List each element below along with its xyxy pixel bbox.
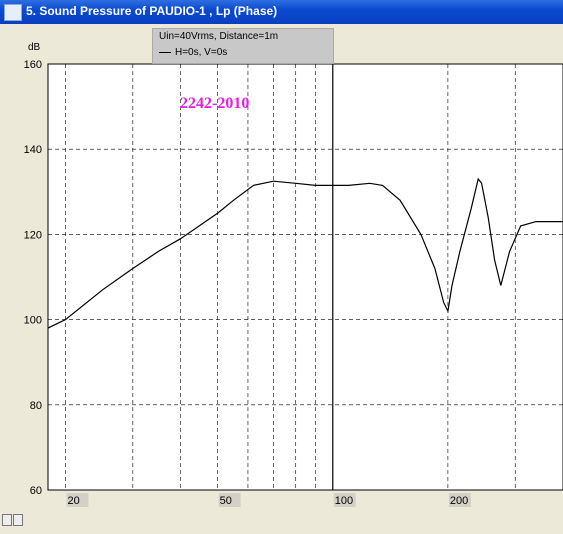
legend-swatch	[159, 51, 171, 53]
plot-frame	[47, 63, 563, 491]
y-axis-label: dB	[28, 42, 41, 53]
info-icon[interactable]	[2, 514, 12, 526]
legend: Uin=40Vrms, Distance=1m H=0s, V=0s	[152, 28, 334, 64]
chart-window-icon	[4, 4, 22, 21]
x-tick-label-bg	[66, 493, 89, 507]
y-tick-label: 120	[24, 229, 42, 241]
sound-pressure-chart: 60 80 100 120 140 160 20 50 100 200 dB	[0, 24, 563, 534]
x-tick-label-bg	[448, 493, 471, 507]
y-tick-label: 100	[24, 315, 42, 327]
x-tick-label: 100	[335, 495, 353, 507]
title-bar[interactable]: 5. Sound Pressure of PAUDIO-1 , Lp (Phas…	[0, 0, 563, 24]
legend-conditions: Uin=40Vrms, Distance=1m	[159, 31, 279, 42]
y-tick-label: 60	[30, 485, 42, 497]
x-tick-label-bg	[333, 493, 356, 507]
bottom-toolbar	[2, 514, 24, 529]
annotation-text: 2242-2010	[180, 95, 250, 112]
y-tick-label: 140	[24, 144, 42, 156]
legend-series: H=0s, V=0s	[159, 47, 227, 58]
x-tick-label: 50	[220, 495, 232, 507]
settings-icon[interactable]	[13, 514, 23, 526]
window-title: 5. Sound Pressure of PAUDIO-1 , Lp (Phas…	[26, 4, 278, 18]
x-tick-label-bg	[218, 493, 241, 507]
legend-series-label: H=0s, V=0s	[175, 47, 228, 58]
series-curve	[47, 177, 563, 329]
x-tick-label: 20	[67, 495, 79, 507]
x-tick-label: 200	[450, 495, 468, 507]
y-tick-label: 80	[30, 400, 42, 412]
y-tick-label: 160	[24, 59, 42, 71]
